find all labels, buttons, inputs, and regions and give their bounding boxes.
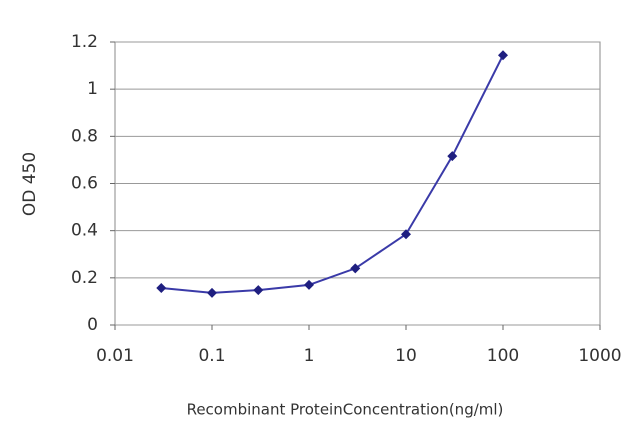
- x-tick-label: 1000: [578, 346, 621, 366]
- y-tick-label: 0.6: [71, 174, 98, 194]
- data-point: [401, 229, 411, 240]
- y-tick-label: 0.8: [71, 126, 98, 146]
- y-axis-title: OD 450: [20, 152, 40, 216]
- x-tick-label: 0.1: [198, 346, 225, 366]
- x-tick-label: 100: [487, 346, 519, 366]
- x-tick-label: 0.01: [96, 346, 134, 366]
- y-tick-label: 0: [87, 315, 98, 335]
- data-point: [447, 151, 458, 162]
- y-tick-label: 0.4: [71, 221, 98, 241]
- data-point: [207, 287, 217, 298]
- data-point: [498, 50, 508, 61]
- data-point: [253, 285, 264, 296]
- x-axis-title: Recombinant ProteinConcentration(ng/ml): [187, 401, 504, 419]
- x-tick-label: 10: [395, 346, 417, 366]
- data-point: [350, 263, 361, 274]
- data-point: [304, 279, 314, 290]
- data-point: [156, 282, 167, 293]
- y-tick-label: 1: [87, 79, 98, 99]
- y-tick-label: 1.2: [71, 32, 98, 52]
- y-tick-label: 0.2: [71, 268, 98, 288]
- data-line: [161, 54, 504, 294]
- x-tick-label: 1: [304, 346, 315, 366]
